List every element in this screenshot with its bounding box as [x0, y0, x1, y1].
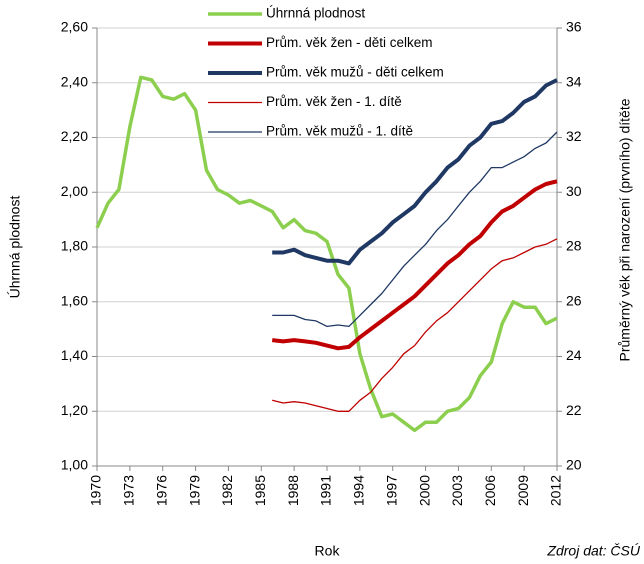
- legend-label: Prům. věk žen - 1. dítě: [266, 94, 402, 109]
- x-tick-label: 2012: [548, 475, 564, 506]
- series-line: [272, 238, 558, 412]
- x-tick-label: 1997: [383, 475, 399, 506]
- x-tick-label: 1970: [88, 475, 104, 506]
- legend-label: Úhrnná plodnost: [266, 6, 365, 21]
- x-tick-label: 2000: [416, 475, 432, 506]
- y2-tick-label: 20: [566, 457, 582, 473]
- x-tick-label: 1982: [219, 475, 235, 506]
- y-tick-label: 2,60: [61, 19, 88, 35]
- y2-tick-label: 28: [566, 238, 582, 254]
- legend-label: Prům. věk žen - děti celkem: [266, 35, 433, 50]
- x-tick-label: 1985: [252, 475, 268, 506]
- y-axis-label: Úhrnná plodnost: [7, 196, 23, 299]
- x-tick-label: 1988: [285, 475, 301, 506]
- x-tick-label: 2003: [449, 475, 465, 506]
- source: Zdroj dat: ČSÚ: [546, 543, 640, 559]
- legend-label: Prům. věk mužů - děti celkem: [266, 65, 444, 80]
- y-tick-label: 2,00: [61, 183, 88, 199]
- series-line: [272, 78, 558, 266]
- y-tick-label: 1,60: [61, 292, 88, 308]
- y2-tick-label: 34: [566, 73, 582, 89]
- x-axis-label: Rok: [315, 543, 341, 559]
- x-tick-label: 1973: [121, 475, 137, 506]
- x-tick-label: 1991: [318, 475, 334, 506]
- y2-tick-label: 30: [566, 183, 582, 199]
- y-tick-label: 2,40: [61, 73, 88, 89]
- y-tick-label: 1,20: [61, 402, 88, 418]
- y2-tick-label: 32: [566, 128, 582, 144]
- x-tick-label: 2009: [515, 475, 531, 506]
- x-tick-label: 2006: [482, 475, 498, 506]
- y2-tick-label: 22: [566, 402, 582, 418]
- y2-tick-label: 26: [566, 292, 582, 308]
- y2-tick-label: 24: [566, 347, 582, 363]
- y-tick-label: 1,00: [61, 457, 88, 473]
- y-tick-label: 1,80: [61, 238, 88, 254]
- x-tick-label: 1979: [186, 475, 202, 506]
- series-line: [272, 131, 558, 328]
- x-tick-label: 1976: [153, 475, 169, 506]
- y-tick-label: 2,20: [61, 128, 88, 144]
- y-tick-label: 1,40: [61, 347, 88, 363]
- y2-tick-label: 36: [566, 19, 582, 35]
- x-tick-label: 1994: [351, 475, 367, 506]
- y2-axis-label: Průměrný věk při narození (prvního) dítě…: [617, 98, 633, 361]
- series-line: [271, 179, 558, 351]
- series-line: [95, 75, 558, 433]
- legend-label: Prům. věk mužů - 1. dítě: [266, 124, 413, 139]
